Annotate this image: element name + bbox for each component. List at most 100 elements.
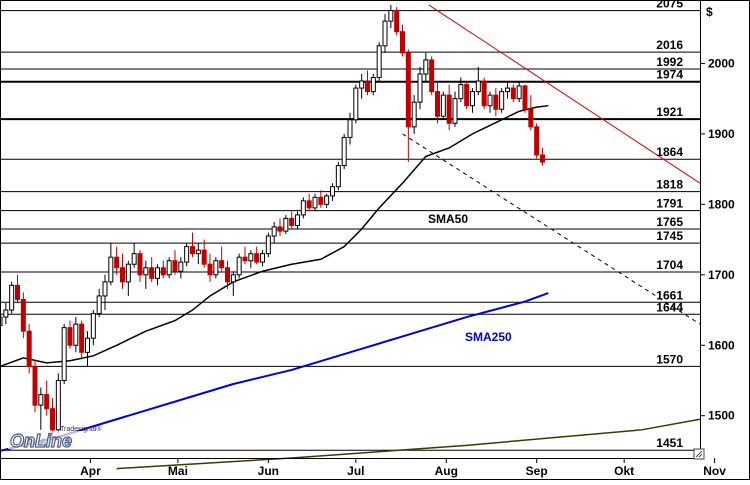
candle-body: [446, 94, 452, 124]
candle-body: [376, 45, 382, 79]
candle-body: [254, 253, 260, 263]
candle-body: [90, 313, 96, 339]
long-term-trendline: [116, 418, 701, 470]
candle-body: [201, 249, 207, 265]
candle-body: [236, 256, 242, 276]
level-label-2075: 2075: [656, 0, 683, 11]
candle-body: [335, 165, 341, 188]
candle-body: [464, 84, 470, 107]
moving-averages: [0, 104, 549, 452]
currency-label: $: [706, 5, 713, 19]
candle-body: [400, 31, 405, 54]
x-tick-label: Mai: [168, 464, 188, 478]
candle-body: [79, 323, 85, 353]
candle-body: [178, 261, 184, 272]
candle-body: [131, 253, 137, 265]
candle-body: [487, 94, 493, 107]
candle-body: [225, 267, 230, 283]
support-trendline: [402, 133, 701, 325]
candle-body: [50, 408, 55, 431]
candle-body: [283, 217, 289, 232]
candle-body: [277, 226, 283, 232]
candle-body: [435, 91, 440, 117]
candle-body: [15, 284, 20, 300]
candle-body: [149, 267, 155, 279]
candle-body: [470, 91, 475, 107]
candle-body: [534, 126, 540, 156]
y-tick-label: 1700: [708, 268, 735, 282]
candle-body: [125, 263, 131, 283]
candle-body: [440, 94, 446, 117]
candle-body: [61, 327, 67, 381]
candle-body: [172, 260, 178, 272]
x-tick-label: Apr: [80, 464, 101, 478]
level-label-1864: 1864: [656, 145, 683, 159]
x-tick-label: Sep: [526, 464, 548, 478]
level-label-1765: 1765: [656, 215, 683, 229]
candle-body: [493, 94, 499, 110]
candle-body: [184, 246, 190, 263]
candle-body: [44, 394, 50, 410]
candle-body: [160, 267, 166, 276]
candle-body: [505, 87, 510, 93]
x-tick-label: Aug: [435, 464, 458, 478]
candle-body: [248, 253, 254, 262]
candle-body: [318, 196, 324, 205]
candle-body: [143, 267, 149, 276]
candle-body: [102, 281, 108, 297]
candle-body: [38, 394, 44, 406]
candle-body: [114, 256, 120, 269]
candle-body: [108, 256, 114, 283]
candle-body: [73, 323, 79, 346]
level-label-1661: 1661: [656, 288, 683, 302]
candle-body: [341, 136, 347, 167]
candle-body: [423, 59, 429, 75]
candle-body: [522, 85, 528, 110]
candle-body: [388, 10, 394, 22]
candle-body: [330, 186, 335, 197]
candle-body: [499, 91, 505, 110]
candle-body: [300, 200, 306, 216]
candle-body: [20, 298, 26, 332]
level-label-1745: 1745: [656, 229, 683, 243]
sma50-label: SMA50: [428, 212, 468, 226]
candle-body: [120, 267, 125, 283]
logo-text: OnLine: [10, 431, 72, 451]
x-tick-label: Okt: [614, 464, 634, 478]
logo-subtext: Tradesignal®: [60, 425, 102, 433]
x-tick-label: Nov: [703, 464, 726, 478]
y-tick-label: 1900: [708, 127, 735, 141]
resize-grip-icon[interactable]: [693, 448, 705, 460]
candle-body: [137, 253, 143, 276]
level-label-1791: 1791: [656, 197, 683, 211]
candle-body: [195, 249, 201, 255]
level-label-1644: 1644: [656, 300, 683, 314]
candle-body: [26, 330, 32, 367]
candle-body: [394, 10, 400, 33]
sma50-line: [0, 104, 549, 368]
y-tick-label: 1600: [708, 338, 735, 352]
candle-body: [452, 98, 458, 124]
candle-body: [306, 200, 312, 209]
level-label-1921: 1921: [656, 105, 683, 119]
candle-body: [411, 101, 417, 128]
candle-body: [324, 195, 330, 205]
y-tick-label: 2000: [708, 56, 735, 70]
candle-body: [260, 253, 265, 263]
candle-body: [265, 235, 271, 255]
candle-body: [540, 154, 545, 163]
sma250-line: [0, 292, 549, 452]
candle-body: [289, 217, 295, 226]
candle-body: [365, 80, 370, 93]
candle-body: [230, 274, 236, 283]
candle-body: [207, 263, 213, 276]
candle-body: [359, 80, 365, 89]
candle-body: [213, 260, 219, 276]
candle-body: [347, 119, 353, 138]
candle-body: [353, 87, 359, 121]
candle-body: [516, 85, 522, 100]
candle-body: [295, 214, 300, 226]
level-label-1570: 1570: [656, 352, 683, 366]
candle-body: [405, 52, 411, 128]
